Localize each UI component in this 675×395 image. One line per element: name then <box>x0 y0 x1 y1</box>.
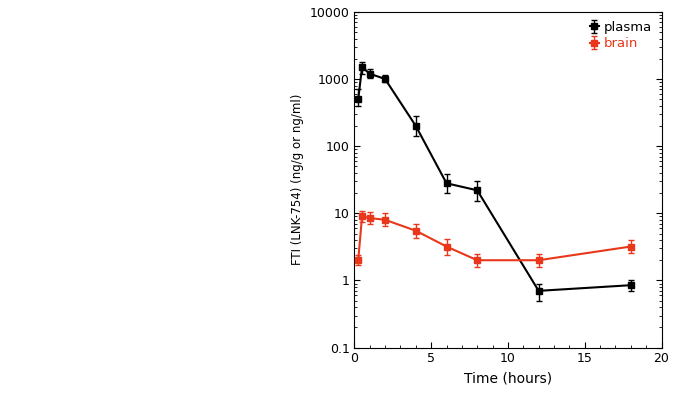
Y-axis label: FTI (LNK-754) (ng/g or ng/ml): FTI (LNK-754) (ng/g or ng/ml) <box>291 94 304 265</box>
X-axis label: Time (hours): Time (hours) <box>464 371 552 385</box>
Legend: plasma, brain: plasma, brain <box>587 19 655 53</box>
